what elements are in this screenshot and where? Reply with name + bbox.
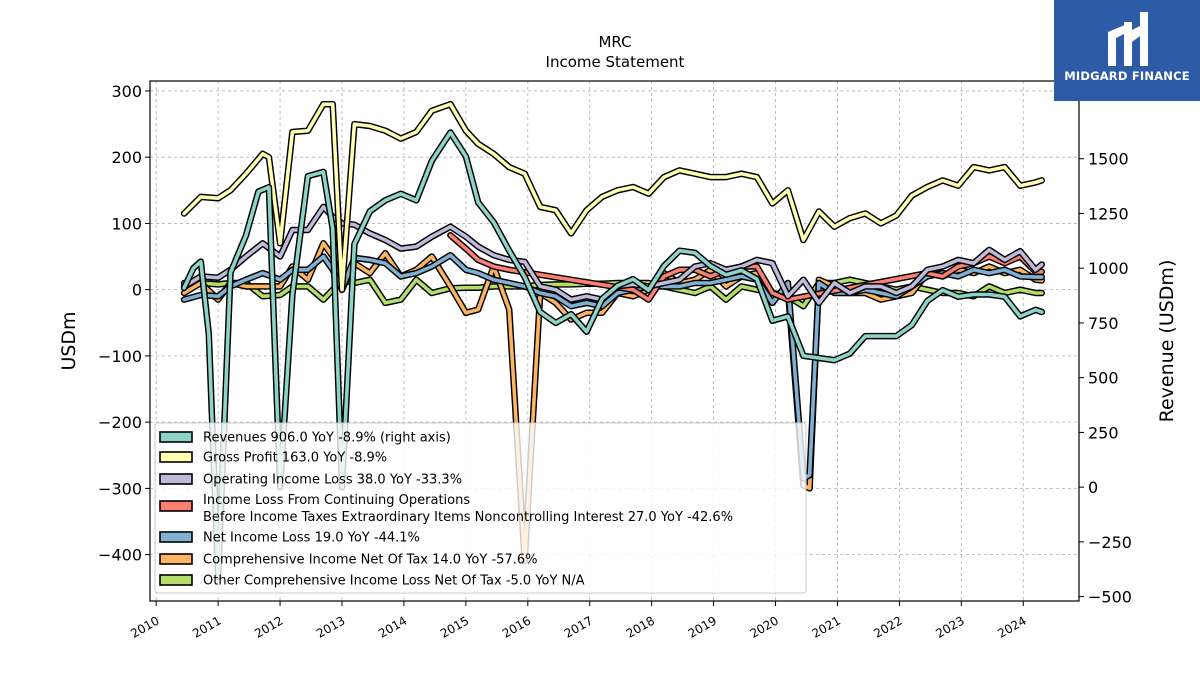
x-tick-label: 2019 [686, 613, 719, 640]
x-tick-label: 2014 [376, 613, 409, 640]
left-y-axis-ticks: 300 200 100 0 −100 −200 −300 −400 [98, 82, 150, 565]
legend-swatch [159, 574, 193, 586]
legend-entry: Comprehensive Income Net Of Tax 14.0 YoY… [203, 553, 537, 568]
x-tick-label: 2013 [314, 613, 347, 640]
legend-entry: Revenues 906.0 YoY -8.9% (right axis) [203, 431, 451, 446]
brand-logo-mark [1108, 12, 1148, 66]
legend-entry: Operating Income Loss 38.0 YoY -33.3% [203, 473, 462, 488]
right-y-tick-label: 750 [1088, 314, 1119, 333]
series-lines [180, 100, 1046, 581]
x-tick-label: 2020 [748, 613, 781, 640]
left-y-tick-label: −400 [98, 546, 142, 565]
series-line-revenues [182, 130, 1044, 579]
right-y-tick-label: −500 [1088, 588, 1132, 607]
right-y-axis-ticks: 1500 1250 1000 750 500 250 0 −250 −500 [1079, 150, 1132, 607]
legend-swatch [159, 553, 193, 565]
x-tick-label: 2015 [438, 613, 471, 640]
x-tick-label: 2022 [871, 613, 904, 640]
plot-frame [149, 80, 1080, 602]
legend-entry: Income Loss From Continuing Operations [203, 493, 470, 508]
brand-logo: MIDGARD FINANCE [1054, 0, 1200, 101]
right-y-tick-label: 250 [1088, 423, 1119, 442]
right-y-tick-label: 0 [1088, 478, 1098, 497]
x-tick-label: 2018 [624, 613, 657, 640]
legend-entry: Gross Profit 163.0 YoY -8.9% [203, 451, 387, 466]
left-y-tick-label: −200 [98, 413, 142, 432]
series-line-gross-profit [182, 102, 1044, 292]
x-tick-label: 2023 [933, 613, 966, 640]
right-y-tick-label: 1000 [1088, 259, 1129, 278]
legend-swatch [159, 451, 193, 463]
x-tick-label: 2024 [995, 613, 1028, 640]
legend-swatch [159, 473, 193, 485]
chart-subtitle: Income Statement [546, 53, 685, 71]
legend-box [154, 422, 807, 594]
legend-swatch [159, 431, 193, 443]
left-y-tick-label: 0 [132, 281, 142, 300]
right-axis-label: Revenue (USDm) [1156, 260, 1178, 423]
legend-swatch [159, 500, 193, 512]
x-tick-label: 2011 [190, 613, 223, 640]
legend-entry: Other Comprehensive Income Loss Net Of T… [203, 574, 585, 589]
chart-title: MRC [598, 33, 631, 51]
left-y-tick-label: −300 [98, 479, 142, 498]
left-y-tick-label: −100 [98, 347, 142, 366]
left-y-tick-label: 100 [111, 214, 142, 233]
x-tick-label: 2017 [562, 613, 595, 640]
x-tick-label: 2010 [128, 613, 161, 640]
right-y-tick-label: 500 [1088, 369, 1119, 388]
legend-entry: Net Income Loss 19.0 YoY -44.1% [203, 531, 420, 546]
brand-name: MIDGARD FINANCE [1064, 69, 1190, 83]
left-y-tick-label: 300 [111, 82, 142, 101]
x-tick-label: 2016 [500, 613, 533, 640]
x-tick-label: 2012 [252, 613, 285, 640]
chart-legend: Revenues 906.0 YoY -8.9% (right axis) Gro… [154, 422, 807, 594]
legend-entry: Before Income Taxes Extraordinary Items … [203, 510, 733, 525]
legend-swatch [159, 531, 193, 543]
right-y-tick-label: −250 [1088, 533, 1132, 552]
left-axis-label: USDm [58, 311, 80, 370]
x-axis-ticks: 2010 2011 2012 2013 2014 2015 2016 2017 2018 2019… [128, 601, 1029, 641]
x-tick-label: 2021 [810, 613, 843, 640]
left-y-tick-label: 200 [111, 148, 142, 167]
right-y-tick-label: 1250 [1088, 204, 1129, 223]
right-y-tick-label: 1500 [1088, 150, 1129, 169]
